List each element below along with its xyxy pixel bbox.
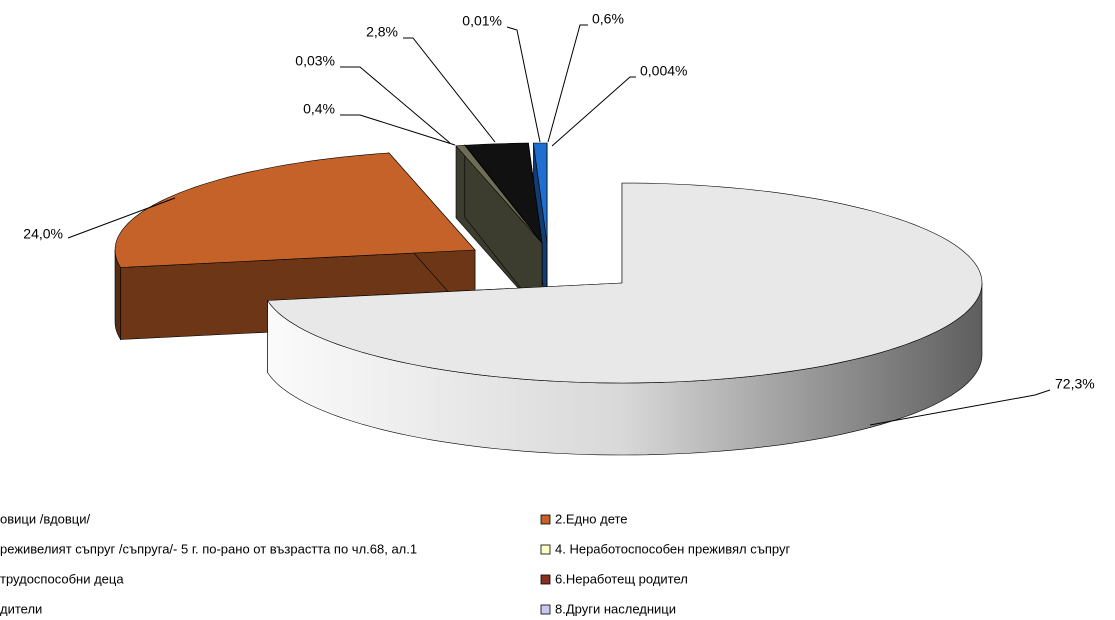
legend-swatch	[540, 574, 551, 585]
data-label: 0,01%	[462, 13, 502, 29]
legend-swatch	[540, 604, 551, 615]
leader-line	[869, 389, 1051, 426]
data-label: 0,03%	[295, 53, 335, 69]
leader-line	[551, 76, 636, 147]
data-label: 0,6%	[592, 11, 624, 27]
legend-label: 2.Едно дете	[555, 511, 628, 526]
slice-top	[464, 142, 543, 245]
slice-top	[114, 152, 476, 268]
legend-label: дители	[0, 601, 42, 616]
leader-line	[67, 197, 176, 239]
data-label: 72,3%	[1055, 376, 1095, 392]
legend-label: реживелият съпруг /съпруга/- 5 г. по-ран…	[0, 541, 417, 556]
slice-top	[267, 182, 983, 384]
legend-label: трудоспособни деца	[0, 571, 124, 586]
legend-swatch	[540, 514, 551, 525]
leader-line	[403, 37, 496, 143]
legend-label: овици /вдовци/	[0, 511, 91, 526]
slice-top	[455, 144, 543, 244]
leader-line	[547, 24, 588, 143]
leader-line	[340, 66, 451, 144]
legend-label: 6.Неработещ родител	[555, 571, 688, 586]
leader-line	[506, 26, 541, 143]
pie-slice	[267, 182, 983, 456]
legend-label: 8.Други наследници	[555, 601, 676, 616]
data-label: 0,4%	[303, 101, 335, 117]
data-label: 24,0%	[23, 226, 63, 242]
data-label: 2,8%	[366, 24, 398, 40]
data-label: 0,004%	[640, 63, 687, 79]
legend-label: 4. Неработоспособен преживял съпруг	[555, 541, 790, 556]
legend-swatch	[540, 544, 551, 555]
slice-top	[533, 142, 548, 244]
pie-slice	[455, 144, 543, 316]
leader-line	[340, 114, 456, 146]
